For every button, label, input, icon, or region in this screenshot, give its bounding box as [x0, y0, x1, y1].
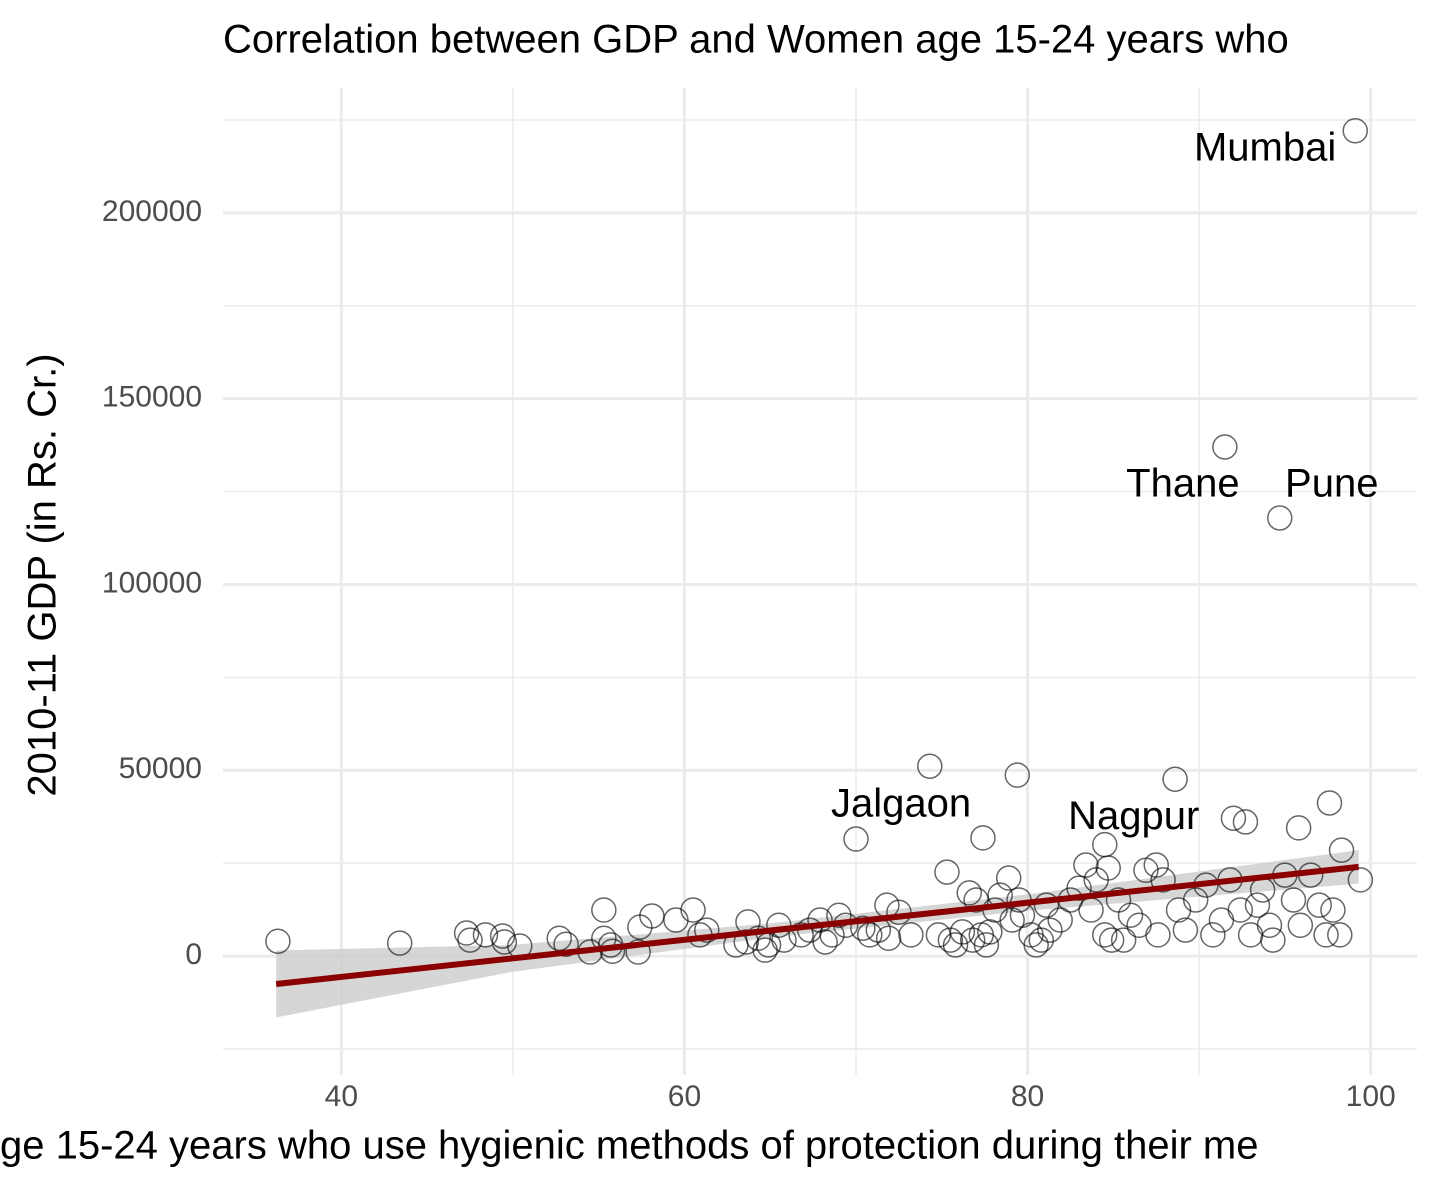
point [472, 922, 499, 948]
point-label: Thane [1126, 462, 1239, 506]
point [1092, 922, 1118, 948]
point [812, 929, 838, 955]
point [1162, 766, 1188, 792]
point [857, 922, 883, 948]
point [826, 902, 852, 928]
point [1280, 887, 1307, 913]
point [1182, 887, 1209, 913]
point [1145, 922, 1171, 948]
point [788, 922, 814, 948]
point [1172, 917, 1199, 943]
y-tick-label: 100000 [102, 566, 202, 599]
point [680, 897, 706, 923]
x-tick-label: 100 [1346, 1080, 1396, 1113]
confidence-band [276, 850, 1359, 1018]
chart-title: Correlation between GDP and Women age 15… [223, 18, 1289, 62]
point [942, 932, 969, 958]
point [694, 917, 720, 943]
point [1316, 790, 1343, 816]
point [1320, 897, 1346, 923]
point [1004, 762, 1031, 788]
point [995, 865, 1022, 891]
point [663, 907, 689, 933]
point [1227, 897, 1254, 923]
point [1256, 912, 1283, 938]
point [970, 825, 996, 851]
point [934, 859, 960, 885]
point [875, 925, 902, 951]
point [1208, 907, 1235, 933]
point [553, 931, 579, 957]
point [843, 826, 869, 852]
point [1110, 927, 1137, 953]
point [1306, 892, 1332, 918]
point [1073, 852, 1099, 878]
point-label: Nagpur [1068, 794, 1199, 838]
x-tick-label: 80 [1011, 1080, 1044, 1113]
point [1200, 922, 1226, 948]
point [973, 932, 1000, 958]
trend-line [275, 863, 1359, 987]
x-tick-label: 40 [325, 1080, 358, 1113]
point [591, 897, 617, 923]
point [959, 927, 986, 953]
point [1117, 902, 1144, 928]
point [977, 919, 1003, 945]
point [453, 920, 480, 946]
point [1150, 867, 1176, 893]
point [733, 929, 759, 955]
point-label: Pune [1285, 462, 1378, 506]
point [1342, 117, 1368, 144]
point [886, 899, 912, 925]
point [386, 930, 413, 956]
point [1287, 912, 1314, 938]
point [1313, 922, 1339, 948]
point [1037, 917, 1063, 943]
point [1098, 927, 1125, 953]
point [1285, 815, 1312, 841]
point [1143, 852, 1169, 878]
point [1347, 867, 1374, 893]
x-tick-label: 60 [668, 1080, 701, 1113]
point [491, 929, 518, 955]
point [1220, 805, 1247, 831]
point [1126, 912, 1152, 938]
point [625, 939, 651, 965]
point [956, 880, 982, 906]
point [1327, 922, 1353, 948]
point [457, 927, 483, 953]
point [1023, 932, 1049, 958]
y-tick-label: 0 [185, 938, 202, 971]
point [949, 919, 976, 945]
x-axis-label: ge 15-24 years who use hygienic methods … [0, 1124, 1259, 1168]
point [265, 928, 291, 954]
point [850, 915, 876, 941]
point [1033, 892, 1060, 918]
point [766, 912, 792, 938]
y-tick-label: 50000 [119, 752, 202, 785]
point [917, 753, 943, 779]
point [1244, 892, 1271, 918]
point [1047, 907, 1073, 933]
point-label: Mumbai [1194, 125, 1336, 169]
point [546, 925, 572, 951]
y-tick-label: 200000 [102, 195, 202, 228]
point [1092, 831, 1118, 858]
point [1165, 897, 1192, 923]
point [1212, 434, 1238, 460]
point [898, 922, 924, 948]
y-tick-label: 150000 [102, 381, 202, 414]
y-axis-label: 2010-11 GDP (in Rs. Cr.) [21, 353, 65, 796]
point [1260, 927, 1286, 953]
point [1028, 927, 1055, 953]
point [1237, 922, 1264, 948]
point [1232, 809, 1259, 835]
point [1328, 837, 1355, 863]
point-label: Jalgaon [831, 782, 971, 826]
point [1267, 505, 1293, 531]
